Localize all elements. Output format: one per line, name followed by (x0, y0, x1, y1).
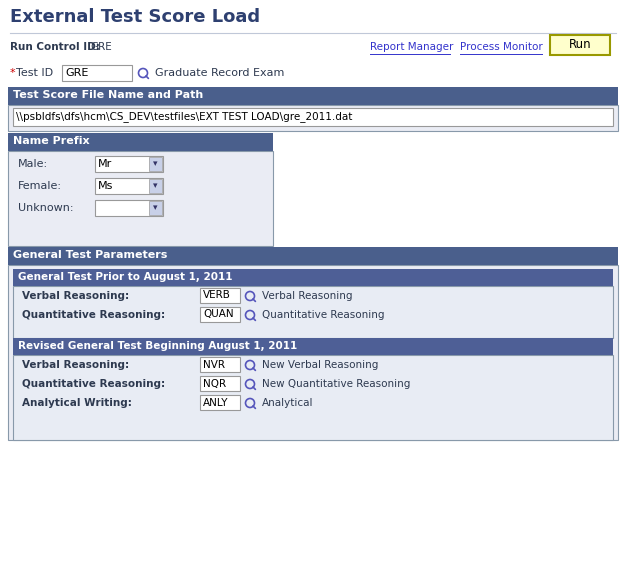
Text: General Test Prior to August 1, 2011: General Test Prior to August 1, 2011 (18, 272, 232, 282)
Text: ▾: ▾ (153, 204, 158, 213)
FancyBboxPatch shape (95, 156, 163, 172)
Text: NQR: NQR (203, 378, 226, 389)
Text: External Test Score Load: External Test Score Load (10, 8, 260, 26)
Text: Process Monitor: Process Monitor (460, 42, 543, 52)
Text: ▾: ▾ (153, 160, 158, 169)
Text: ANLY: ANLY (203, 398, 228, 408)
FancyBboxPatch shape (8, 265, 618, 440)
Text: Test Score File Name and Path: Test Score File Name and Path (13, 90, 203, 100)
Text: Verbal Reasoning:: Verbal Reasoning: (22, 360, 129, 370)
Text: New Verbal Reasoning: New Verbal Reasoning (262, 360, 378, 370)
FancyBboxPatch shape (149, 179, 162, 193)
FancyBboxPatch shape (200, 376, 240, 391)
FancyBboxPatch shape (13, 355, 613, 440)
Text: Test ID: Test ID (16, 68, 53, 78)
FancyBboxPatch shape (8, 151, 273, 246)
Text: Graduate Record Exam: Graduate Record Exam (155, 68, 284, 78)
Text: Female:: Female: (18, 181, 62, 191)
FancyBboxPatch shape (550, 35, 610, 55)
Text: *: * (10, 68, 16, 78)
Text: Analytical Writing:: Analytical Writing: (22, 398, 132, 408)
FancyBboxPatch shape (62, 65, 132, 81)
FancyBboxPatch shape (8, 87, 618, 105)
Text: Revised General Test Beginning August 1, 2011: Revised General Test Beginning August 1,… (18, 341, 297, 351)
FancyBboxPatch shape (13, 286, 613, 338)
FancyBboxPatch shape (200, 395, 240, 410)
Text: Mr: Mr (98, 159, 112, 169)
FancyBboxPatch shape (200, 288, 240, 303)
Text: GRE: GRE (90, 42, 112, 52)
Text: Name Prefix: Name Prefix (13, 136, 90, 146)
FancyBboxPatch shape (149, 201, 162, 215)
FancyBboxPatch shape (95, 200, 163, 216)
FancyBboxPatch shape (8, 133, 273, 151)
Text: NVR: NVR (203, 359, 225, 369)
Text: VERB: VERB (203, 290, 231, 301)
Text: Quantitative Reasoning: Quantitative Reasoning (262, 310, 384, 320)
FancyBboxPatch shape (13, 269, 613, 286)
Text: Quantitative Reasoning:: Quantitative Reasoning: (22, 310, 165, 320)
FancyBboxPatch shape (149, 157, 162, 171)
Text: Ms: Ms (98, 181, 113, 191)
Text: ▾: ▾ (153, 182, 158, 191)
Text: Unknown:: Unknown: (18, 203, 73, 213)
FancyBboxPatch shape (200, 357, 240, 372)
Text: Verbal Reasoning:: Verbal Reasoning: (22, 291, 129, 301)
Text: New Quantitative Reasoning: New Quantitative Reasoning (262, 379, 411, 389)
Text: General Test Parameters: General Test Parameters (13, 250, 167, 260)
Text: Run Control ID:: Run Control ID: (10, 42, 100, 52)
FancyBboxPatch shape (13, 338, 613, 355)
Text: Quantitative Reasoning:: Quantitative Reasoning: (22, 379, 165, 389)
Text: GRE: GRE (65, 68, 88, 78)
FancyBboxPatch shape (95, 178, 163, 194)
Text: Run: Run (568, 38, 592, 51)
FancyBboxPatch shape (200, 307, 240, 322)
FancyBboxPatch shape (8, 105, 618, 131)
Text: Report Manager: Report Manager (370, 42, 453, 52)
FancyBboxPatch shape (8, 247, 618, 265)
Text: QUAN: QUAN (203, 310, 233, 319)
Text: Male:: Male: (18, 159, 48, 169)
Text: Verbal Reasoning: Verbal Reasoning (262, 291, 352, 301)
FancyBboxPatch shape (13, 108, 613, 126)
Text: \\psbldfs\dfs\hcm\CS_DEV\testfiles\EXT TEST LOAD\gre_2011.dat: \\psbldfs\dfs\hcm\CS_DEV\testfiles\EXT T… (16, 112, 352, 122)
Text: Analytical: Analytical (262, 398, 314, 408)
